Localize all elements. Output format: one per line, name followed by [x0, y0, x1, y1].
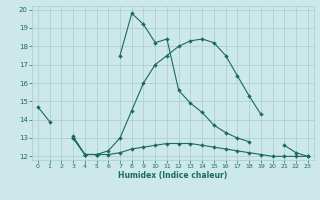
- X-axis label: Humidex (Indice chaleur): Humidex (Indice chaleur): [118, 171, 228, 180]
